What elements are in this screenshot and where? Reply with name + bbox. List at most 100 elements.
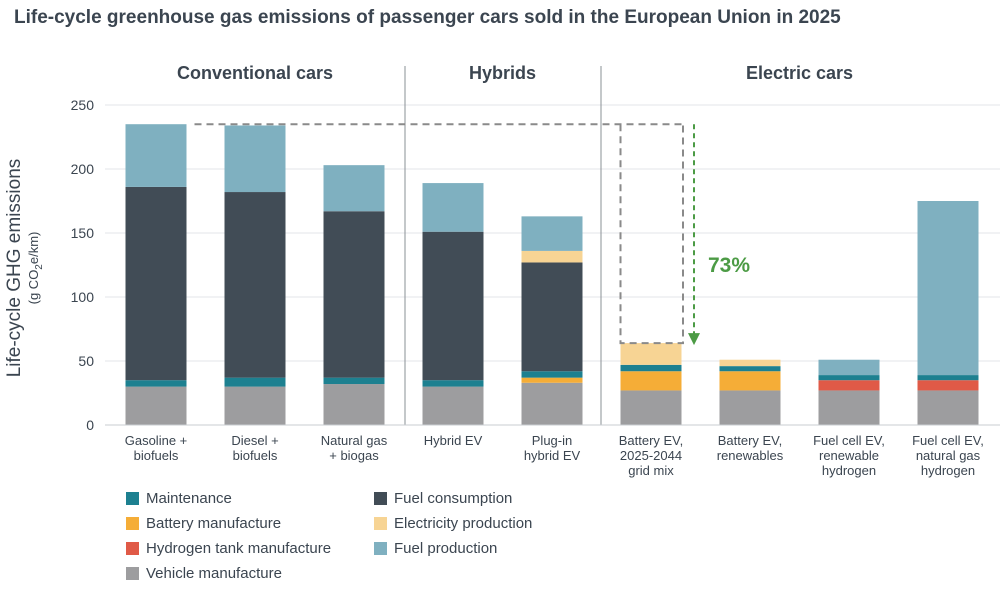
bar-segment-vehicle — [818, 390, 880, 425]
reduction-label: 73% — [708, 254, 750, 277]
bars — [125, 124, 979, 425]
reference-box — [619, 124, 684, 345]
legend: Maintenance Fuel consumption Battery manuf… — [126, 490, 532, 582]
y-axis-unit: (g CO2e/km) — [26, 232, 45, 305]
legend-swatch-fuel_consumption — [374, 492, 387, 505]
bar-segment-maintenance — [719, 366, 781, 372]
legend-swatch-vehicle — [126, 567, 139, 580]
bar-segment-maintenance — [917, 375, 979, 381]
bar-segment-electricity — [719, 359, 781, 367]
category-label-line: natural gas — [916, 448, 981, 463]
reduction-annotation: 73% — [194, 123, 750, 346]
legend-label-battery: Battery manufacture — [146, 515, 281, 532]
category-label: Fuel cell EV, renewable hydrogen — [813, 433, 885, 478]
bar-segment-maintenance — [323, 377, 385, 385]
bar-segment-vehicle — [521, 382, 583, 425]
category-label-line: Battery EV, — [718, 433, 783, 448]
bar-segment-maintenance — [224, 377, 286, 387]
bar-segment-fuel_consumption — [125, 186, 187, 381]
bar-segment-fuel_production — [521, 216, 583, 251]
bar-segment-vehicle — [323, 384, 385, 425]
legend-label-electricity: Electricity production — [394, 515, 532, 532]
bar-segment-battery — [620, 371, 682, 391]
y-tick-label: 250 — [71, 97, 95, 113]
group-label: Electric cars — [746, 63, 853, 83]
y-unit-part: e/km) — [26, 232, 41, 265]
bar-segment-vehicle — [125, 386, 187, 425]
bar-segment-fuel_production — [125, 124, 187, 187]
y-tick-label: 100 — [71, 289, 95, 305]
y-tick-label: 200 — [71, 161, 95, 177]
bar-segment-fuel_production — [224, 125, 286, 193]
bar-segment-maintenance — [521, 371, 583, 378]
category-label: Natural gas + biogas — [321, 433, 388, 463]
bar-segment-fuel_production — [323, 165, 385, 212]
legend-label-maintenance: Maintenance — [146, 490, 232, 507]
y-axis-label: Life-cycle GHG emissions — [4, 159, 25, 378]
bar-segment-vehicle — [719, 390, 781, 425]
legend-label-vehicle: Vehicle manufacture — [146, 565, 282, 582]
category-label: Plug-in hybrid EV — [524, 433, 581, 463]
bar-segment-hydrogen_tank — [818, 380, 880, 391]
bar-segment-fuel_production — [917, 201, 979, 376]
category-label-line: Diesel + — [231, 433, 278, 448]
category-label-line: Plug-in — [532, 433, 572, 448]
bar-segment-fuel_production — [422, 183, 484, 232]
bar-segment-fuel_consumption — [422, 231, 484, 381]
bar-segment-fuel_production — [818, 359, 880, 376]
bar-segment-fuel_consumption — [224, 192, 286, 378]
category-label-line: biofuels — [134, 448, 179, 463]
legend-swatch-maintenance — [126, 492, 139, 505]
category-label: Hybrid EV — [424, 433, 483, 448]
bar-segment-maintenance — [620, 364, 682, 372]
y-unit-subscript: 2 — [34, 264, 45, 270]
category-label-line: Natural gas — [321, 433, 388, 448]
category-label-line: Battery EV, — [619, 433, 684, 448]
y-unit-part: (g CO — [26, 270, 41, 305]
bar-segment-vehicle — [620, 390, 682, 425]
category-label-line: Fuel cell EV, — [813, 433, 885, 448]
legend-swatch-electricity — [374, 517, 387, 530]
category-label-line: + biogas — [329, 448, 379, 463]
bar-segment-hydrogen_tank — [917, 380, 979, 391]
reduction-arrow-head — [688, 333, 700, 346]
category-label-line: grid mix — [628, 463, 674, 478]
group-label: Conventional cars — [177, 63, 333, 83]
legend-label-fuel_production: Fuel production — [394, 540, 497, 557]
bar-segment-vehicle — [224, 386, 286, 425]
y-tick-label: 0 — [86, 417, 94, 433]
bar-segment-fuel_consumption — [521, 262, 583, 372]
bar-segment-battery — [719, 371, 781, 391]
bar-segment-electricity — [620, 343, 682, 365]
category-label-line: 2025-2044 — [620, 448, 682, 463]
y-axis: 0 50 100 150 200 250 Life-cycle GHG emissions(… — [4, 97, 94, 433]
bar-segment-vehicle — [917, 390, 979, 425]
chart-title: Life-cycle greenhouse gas emissions of p… — [14, 7, 841, 28]
legend-swatch-hydrogen_tank — [126, 542, 139, 555]
category-label: Gasoline + biofuels — [125, 433, 188, 463]
legend-label-fuel_consumption: Fuel consumption — [394, 490, 512, 507]
bar-segment-vehicle — [422, 386, 484, 425]
category-label: Battery EV, renewables — [717, 433, 784, 463]
category-label-line: renewables — [717, 448, 784, 463]
y-tick-label: 50 — [78, 353, 94, 369]
category-label: Diesel + biofuels — [231, 433, 278, 463]
bar-segment-battery — [521, 377, 583, 383]
category-label-line: hydrogen — [921, 463, 975, 478]
y-tick-label: 150 — [71, 225, 95, 241]
category-label: Fuel cell EV, natural gas hydrogen — [912, 433, 984, 478]
legend-label-hydrogen_tank: Hydrogen tank manufacture — [146, 540, 331, 557]
category-label: Battery EV, 2025-2044 grid mix — [619, 433, 684, 478]
category-label-line: hydrogen — [822, 463, 876, 478]
bar-segment-fuel_consumption — [323, 211, 385, 378]
category-label-line: Fuel cell EV, — [912, 433, 984, 448]
legend-swatch-fuel_production — [374, 542, 387, 555]
category-groups: Conventional cars Hybrids Electric cars — [177, 63, 853, 425]
category-label-line: Gasoline + — [125, 433, 188, 448]
bar-segment-maintenance — [125, 380, 187, 387]
category-label-line: Hybrid EV — [424, 433, 483, 448]
category-label-line: biofuels — [233, 448, 278, 463]
category-label-line: renewable — [819, 448, 879, 463]
